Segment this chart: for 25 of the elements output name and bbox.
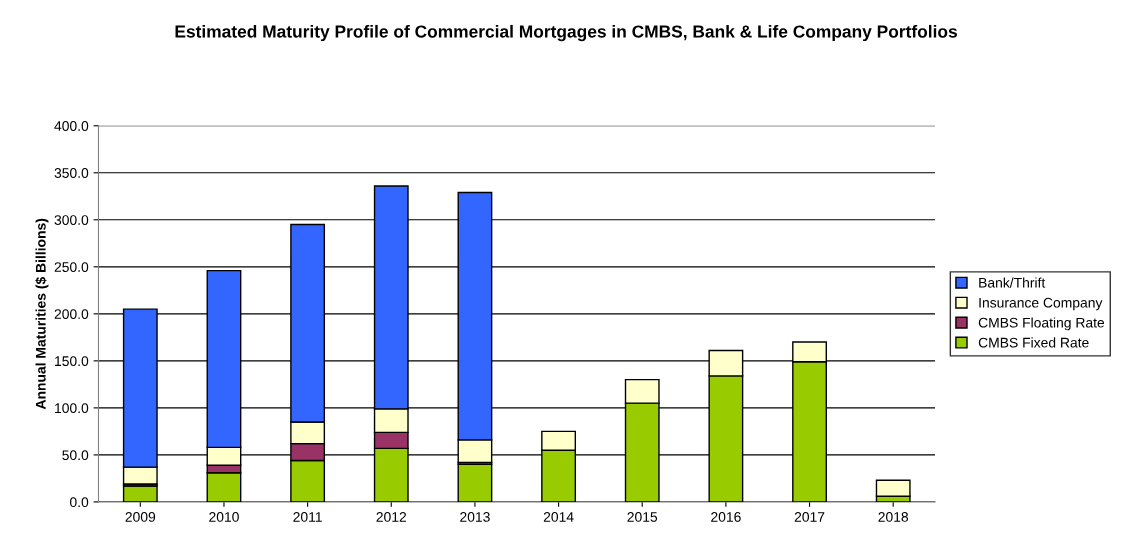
x-tick-label: 2017 [794, 512, 825, 522]
x-tick-label: 2016 [711, 512, 741, 522]
y-tick-label: 400.0 [54, 121, 89, 131]
x-tick-label: 2014 [543, 512, 574, 522]
legend-label: Insurance Company [979, 297, 1103, 311]
legend-label: CMBS Floating Rate [978, 317, 1105, 331]
x-tick-label: 2013 [460, 512, 490, 522]
x-tick-label: 2011 [293, 512, 322, 522]
x-tick-label: 2009 [125, 512, 156, 522]
y-tick-label: 50.0 [62, 450, 89, 461]
y-tick-label: 100.0 [55, 403, 89, 414]
x-tick-label: 2010 [209, 512, 239, 522]
y-tick-label: 250.0 [54, 262, 89, 272]
y-tick-label: 300.0 [54, 215, 89, 225]
y-tick-label: 0.0 [70, 497, 89, 508]
x-tick-label: 2012 [376, 512, 407, 522]
legend-label: CMBS Fixed Rate [978, 337, 1089, 348]
x-tick-label: 2018 [878, 512, 909, 522]
y-tick-label: 150.0 [55, 356, 89, 367]
y-axis-title: Annual Maturities ($ Billions) [35, 218, 49, 410]
chart-title: Estimated Maturity Profile of Commercial Mortgages in CMBS, Bank & Life Company Portfolios [175, 24, 957, 42]
legend-label: Bank/Thrift [979, 277, 1046, 288]
x-tick-label: 2015 [627, 512, 658, 522]
y-tick-label: 350.0 [54, 168, 89, 178]
y-tick-label: 200.0 [54, 309, 89, 320]
